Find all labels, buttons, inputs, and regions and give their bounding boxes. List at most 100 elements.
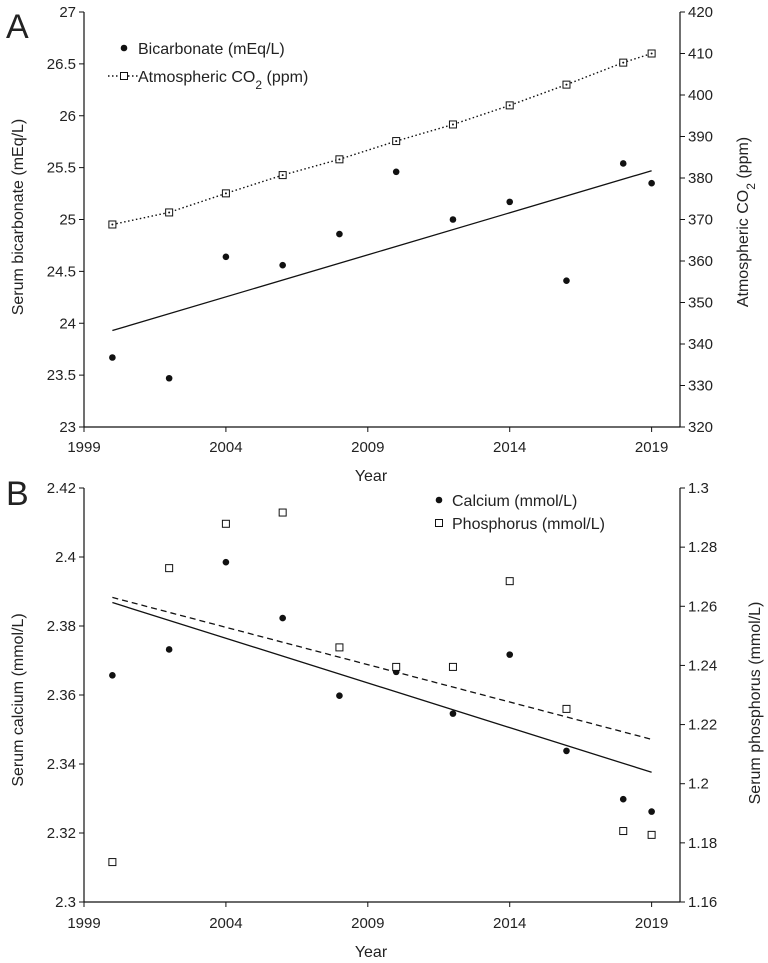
panel-a-data-point-square-center <box>281 174 284 177</box>
legend-bicarbonate-marker <box>120 44 128 52</box>
panel-a-right-tick-label: 420 <box>688 4 713 21</box>
panel-a-right-tick-label: 320 <box>688 419 713 436</box>
panel-a-data-point-circle <box>563 277 570 285</box>
panel-a-x-tick-label: 2009 <box>351 439 384 456</box>
panel-b-right-tick-label: 1.28 <box>688 539 717 556</box>
legend-co2-label: Atmospheric CO2 (ppm) <box>138 69 308 92</box>
panel-a-data-point-circle <box>506 198 514 206</box>
panel-b-data-point-square <box>647 830 656 839</box>
panel-a-data-point-square-center <box>111 223 114 226</box>
panel-a-right-tick-label: 350 <box>688 295 713 312</box>
panel-b-data-point-circle <box>279 614 286 622</box>
panel-a-right-tick-label: 360 <box>688 253 713 270</box>
panel-a-data-point-square-center <box>168 211 171 214</box>
panel-a-left-tick-label: 23 <box>59 419 76 436</box>
panel-b-data-point-square <box>165 564 174 573</box>
legend-calcium-marker <box>435 496 443 504</box>
panel-a-left-tick-label: 23.5 <box>47 367 76 384</box>
panel-b-letter: B <box>6 475 29 513</box>
panel-a-data-point-circle <box>109 354 116 361</box>
panel-a-data-point-square-center <box>395 140 398 143</box>
panel-b-data-point-square <box>335 643 344 652</box>
panel-a-x-tick-label: 1999 <box>67 439 100 456</box>
panel-b-left-tick-label: 2.4 <box>55 549 76 566</box>
panel-b-legend: Calcium (mmol/L) Phosphorus (mmol/L) <box>435 493 605 533</box>
panel-a-left-tick-label: 24.5 <box>47 263 76 280</box>
panel-b-x-tick-label: 2009 <box>351 915 384 932</box>
panel-b-data-point-square <box>505 577 514 586</box>
chart-marks: 23 23.5 24 24.5 25 25.5 26 26.5 27 320 330 340 350 36… <box>47 4 717 932</box>
panel-a-right-tick-label: 330 <box>688 378 713 395</box>
panel-b-data-point-square <box>108 858 117 867</box>
panel-b-data-point-square <box>619 827 628 836</box>
panel-b-right-tick-label: 1.24 <box>688 657 717 674</box>
panel-a-left-axis-title: Serum bicarbonate (mEq/L) <box>10 119 27 316</box>
panel-b-right-tick-label: 1.18 <box>688 835 717 852</box>
panel-a-data-point-square-center <box>338 158 341 161</box>
panel-b-right-tick-label: 1.26 <box>688 598 717 615</box>
panel-a-data-point-circle <box>222 253 230 261</box>
panel-a-left-tick-label: 24 <box>59 315 76 332</box>
panel-b-right-tick-label: 1.22 <box>688 717 717 734</box>
panel-b-right-axis-title: Serum phosphorus (mmol/L) <box>747 602 764 805</box>
panel-a-right-tick-label: 400 <box>688 87 713 104</box>
panel-a-legend: Bicarbonate (mEq/L) Atmospheric CO2 (ppm… <box>108 41 308 92</box>
panel-a-data-point-circle <box>279 261 286 269</box>
panel-b-data-point-circle <box>109 672 116 679</box>
panel-b-x-tick-label: 2019 <box>635 915 668 932</box>
panel-a-data-point-circle <box>336 230 343 238</box>
panel-b-data-point-square <box>392 662 401 671</box>
panel-a-left-tick-label: 26.5 <box>47 56 76 73</box>
panel-b-data-point-square <box>562 704 571 713</box>
panel-a-data-point-square-center <box>224 192 227 195</box>
panel-a-right-tick-label: 370 <box>688 212 713 229</box>
panel-a-x-tick-label: 2004 <box>209 439 242 456</box>
panel-b-x-tick-label: 2014 <box>493 915 526 932</box>
panel-b-right-tick-label: 1.16 <box>688 894 717 911</box>
panel-b-left-tick-label: 2.42 <box>47 480 76 497</box>
panel-b-data-point-circle <box>449 710 457 717</box>
panel-a-left-tick-label: 27 <box>59 4 76 21</box>
panel-b-data-point-circle <box>165 646 173 653</box>
panel-a-right-axis-title: Atmospheric CO2 (ppm) <box>735 137 758 307</box>
panel-a-x-tick-label: 2019 <box>635 439 668 456</box>
panel-a-data-point-circle <box>449 216 457 223</box>
panel-b-x-tick-label: 2004 <box>209 915 242 932</box>
panel-a-data-point-square-center <box>451 123 454 126</box>
panel-b-left-tick-label: 2.34 <box>47 756 76 773</box>
panel-b-data-point-square <box>221 519 230 528</box>
panel-b-data-point-square <box>278 508 287 517</box>
panel-b-x-tick-label: 1999 <box>67 915 100 932</box>
panel-a-x-tick-label: 2014 <box>493 439 526 456</box>
panel-a-right-tick-label: 410 <box>688 46 713 63</box>
panel-a-data-point-square-center <box>622 61 625 64</box>
panel-b-data-point-circle <box>619 795 627 803</box>
panel-b-data-point-circle <box>336 692 343 699</box>
panel-b-data-point-square <box>448 662 457 671</box>
legend-phosphorus-marker <box>435 519 443 527</box>
panel-a-data-point-square-center <box>650 52 653 55</box>
panel-a-right-tick-label: 380 <box>688 170 713 187</box>
panel-b-x-axis-title: Year <box>355 944 388 961</box>
legend-calcium-label: Calcium (mmol/L) <box>452 493 577 510</box>
legend-co2-marker <box>120 72 128 80</box>
panel-a-right-tick-label: 390 <box>688 129 713 146</box>
panel-b-data-point-circle <box>506 651 514 658</box>
panel-a-left-tick-label: 25.5 <box>47 160 76 177</box>
panel-a-right-tick-label: 340 <box>688 336 713 353</box>
panel-a-data-point-square-center <box>565 83 568 86</box>
panel-b-right-tick-label: 1.2 <box>688 776 709 793</box>
panel-a-data-point-circle <box>648 179 655 187</box>
legend-phosphorus-label: Phosphorus (mmol/L) <box>452 516 605 533</box>
panel-b-data-point-circle <box>563 747 570 755</box>
panel-a-data-point-circle <box>165 374 173 382</box>
panel-a-data-point-circle <box>392 168 400 176</box>
panel-b-data-point-circle <box>222 558 230 566</box>
panel-b-left-tick-label: 2.3 <box>55 894 76 911</box>
panel-b-left-tick-label: 2.38 <box>47 618 76 635</box>
panel-b-trendline-dashed <box>112 596 652 740</box>
panel-b-trendline-solid <box>112 601 652 773</box>
panel-b-right-tick-label: 1.3 <box>688 480 709 497</box>
panel-a-x-axis-title: Year <box>355 468 388 485</box>
